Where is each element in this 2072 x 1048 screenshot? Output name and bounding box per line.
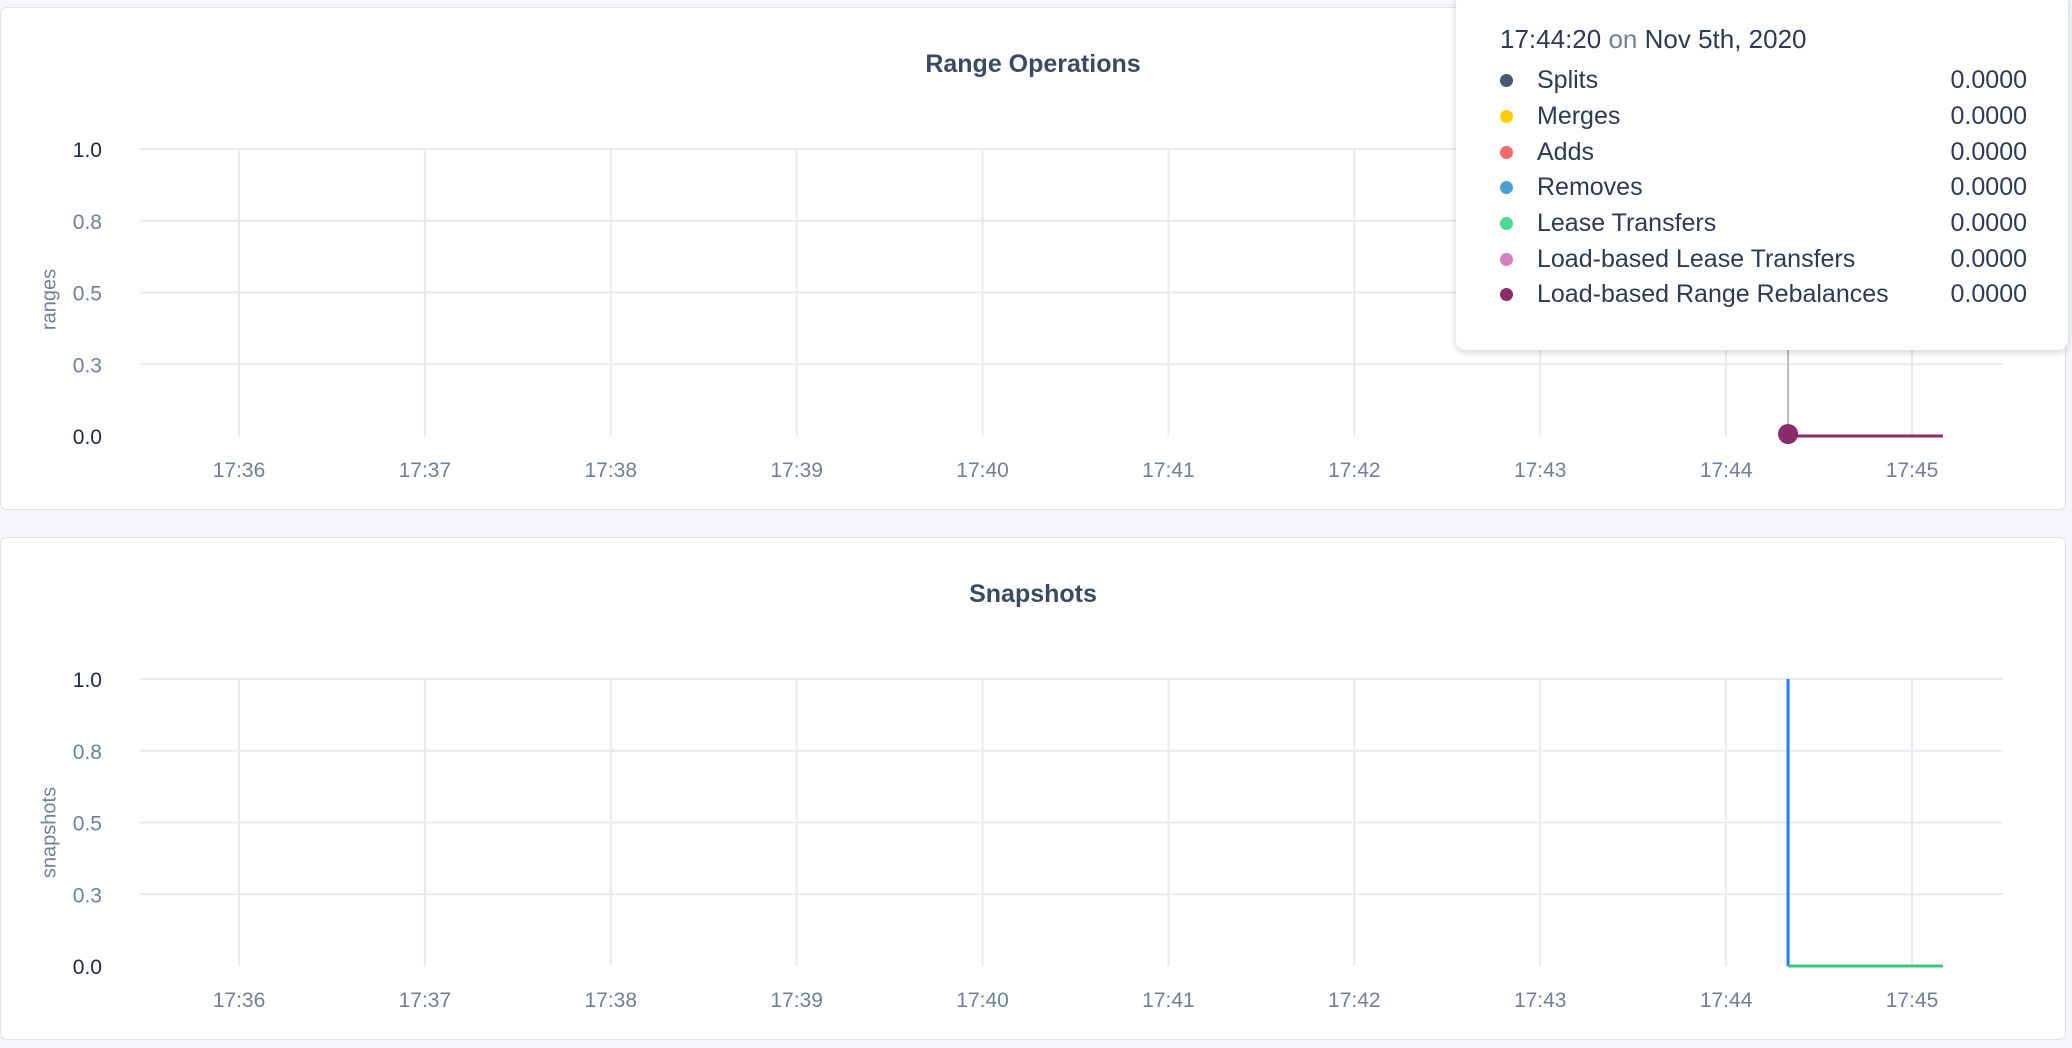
y-tick-label: 0.5: [73, 283, 102, 306]
tooltip-time: 17:44:20: [1500, 24, 1602, 54]
series-name: Load-based Range Rebalances: [1537, 280, 1889, 309]
series-name: Merges: [1537, 102, 1621, 131]
x-tick-label: 17:38: [584, 989, 637, 1012]
x-tick-label: 17:42: [1328, 459, 1381, 482]
series-name: Lease Transfers: [1537, 209, 1717, 238]
legend-dot-icon: [1500, 110, 1513, 124]
tooltip-row: Lease Transfers 0.0000: [1500, 206, 2068, 242]
x-tick-label: 17:36: [213, 459, 266, 482]
y-tick-label: 0.0: [73, 956, 102, 979]
series-name: Adds: [1537, 137, 1594, 166]
hover-tooltip: 17:44:20 on Nov 5th, 2020 Splits 0.0000 Me…: [1456, 0, 2068, 350]
series-value: 0.0000: [1950, 66, 2027, 95]
tooltip-header: 17:44:20 on Nov 5th, 2020: [1500, 24, 2068, 55]
legend-dot-icon: [1500, 252, 1513, 266]
x-tick-label: 17:44: [1700, 459, 1753, 482]
series-name: Removes: [1537, 173, 1643, 202]
y-tick-label: 0.8: [73, 741, 102, 764]
y-tick-label: 0.3: [73, 354, 102, 377]
tooltip-row: Load-based Lease Transfers 0.0000: [1500, 241, 2068, 277]
tooltip-on: on: [1608, 24, 1638, 54]
series-value: 0.0000: [1950, 137, 2027, 166]
x-tick-label: 17:37: [399, 989, 452, 1012]
snapshots-panel: Snapshots snapshots 0.0 0.3 0.5 0.8 1.0 17:36…: [0, 537, 2066, 1040]
x-tick-label: 17:45: [1886, 459, 1939, 482]
x-tick-label: 17:44: [1700, 989, 1753, 1012]
y-tick-label: 1.0: [73, 669, 102, 692]
tooltip-row: Adds 0.0000: [1500, 134, 2068, 170]
x-tick-label: 17:38: [584, 459, 637, 482]
series-value: 0.0000: [1950, 244, 2027, 273]
x-tick-label: 17:41: [1142, 459, 1195, 482]
chart-title: Snapshots: [969, 580, 1097, 608]
y-tick-label: 0.3: [73, 884, 102, 907]
x-tick-label: 17:43: [1514, 459, 1567, 482]
tooltip-row: Load-based Range Rebalances 0.0000: [1500, 277, 2068, 313]
y-tick-label: 0.8: [73, 211, 102, 234]
x-tick-label: 17:40: [956, 459, 1009, 482]
legend-dot-icon: [1500, 181, 1513, 195]
legend-dot-icon: [1500, 145, 1513, 159]
series-value: 0.0000: [1950, 102, 2027, 131]
x-tick-label: 17:41: [1142, 989, 1195, 1012]
snapshots-plot[interactable]: 0.0 0.3 0.5 0.8 1.0 17:36 17:37 17:38 17:39 17:40…: [1, 538, 2067, 1041]
x-tick-label: 17:43: [1514, 989, 1567, 1012]
tooltip-row: Merges 0.0000: [1500, 99, 2068, 135]
chart-title: Range Operations: [925, 50, 1141, 78]
y-tick-label: 1.0: [73, 139, 102, 162]
series-value: 0.0000: [1950, 209, 2027, 238]
y-tick-label: 0.5: [73, 813, 102, 836]
tooltip-date: Nov 5th, 2020: [1644, 24, 1807, 54]
x-tick-label: 17:40: [956, 989, 1009, 1012]
series-name: Load-based Lease Transfers: [1537, 244, 1856, 273]
series-name: Splits: [1537, 66, 1599, 95]
tooltip-row: Removes 0.0000: [1500, 170, 2068, 206]
series-value: 0.0000: [1950, 280, 2027, 309]
x-tick-label: 17:37: [399, 459, 452, 482]
x-tick-label: 17:36: [213, 989, 266, 1012]
tooltip-row: Splits 0.0000: [1500, 63, 2068, 99]
legend-dot-icon: [1500, 288, 1513, 302]
x-tick-label: 17:39: [770, 989, 823, 1012]
x-tick-label: 17:45: [1886, 989, 1939, 1012]
legend-dot-icon: [1500, 217, 1513, 231]
x-tick-label: 17:42: [1328, 989, 1381, 1012]
x-tick-label: 17:39: [770, 459, 823, 482]
hover-point: [1778, 424, 1799, 444]
series-value: 0.0000: [1950, 173, 2027, 202]
legend-dot-icon: [1500, 74, 1513, 88]
y-tick-label: 0.0: [73, 426, 102, 449]
